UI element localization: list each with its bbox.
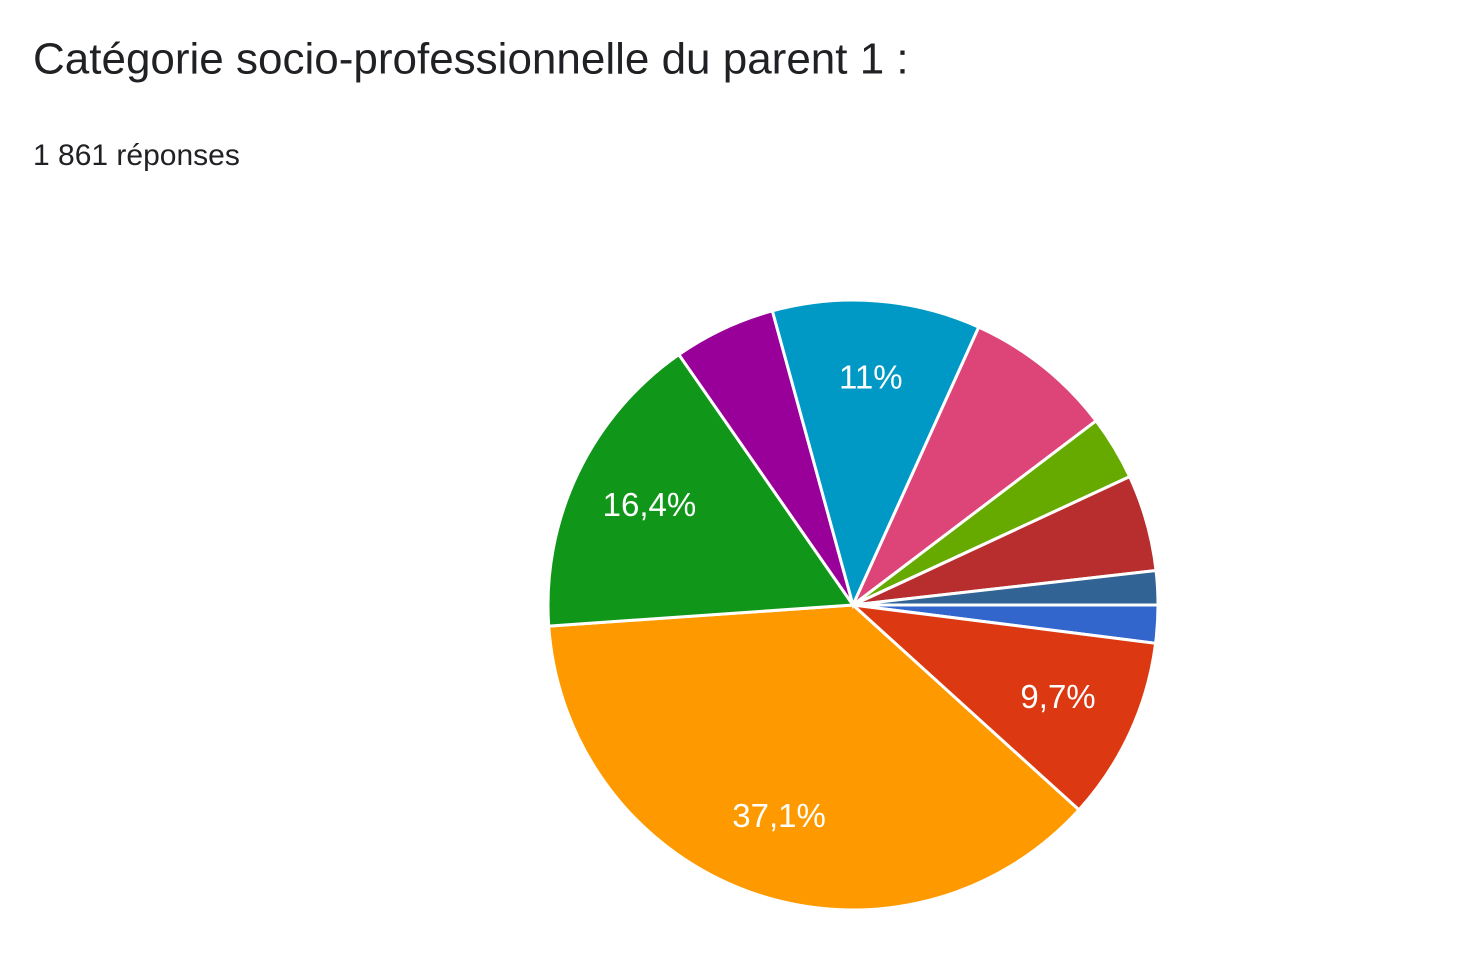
slice-label: 11% (839, 359, 903, 396)
chart-subtitle: 1 861 réponses (33, 139, 240, 172)
slice-label: 37,1% (732, 797, 826, 834)
slice-label: 9,7% (1020, 678, 1095, 715)
pie-slice (547, 603, 1082, 912)
pie-slice (848, 602, 1158, 813)
pie-slice (770, 298, 981, 610)
slice-label: 16,4% (603, 486, 697, 523)
pie-slice (546, 352, 856, 628)
pie-slice (851, 325, 1099, 607)
pie-slice (852, 568, 1160, 607)
chart-title: Catégorie socio-professionnelle du paren… (33, 35, 909, 84)
